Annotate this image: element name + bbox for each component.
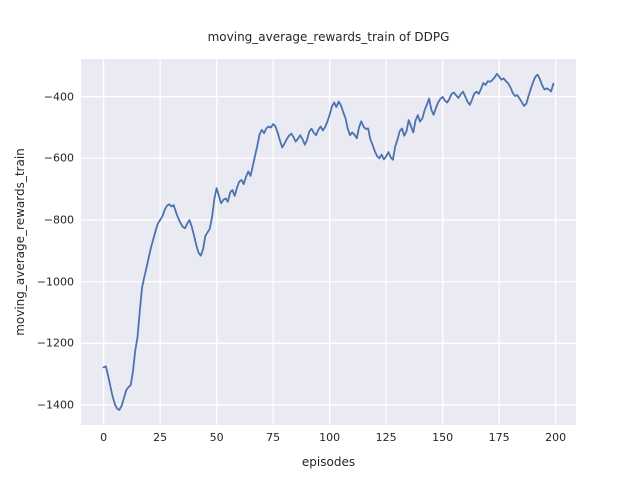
y-tick-label: −1000 bbox=[36, 275, 74, 289]
y-tick-label: −400 bbox=[43, 90, 74, 104]
y-tick-label: −600 bbox=[43, 151, 74, 165]
y-tick-label: −1200 bbox=[36, 336, 74, 350]
plot-canvas bbox=[81, 59, 576, 425]
x-tick-label: 50 bbox=[209, 431, 224, 444]
x-tick-label: 0 bbox=[100, 431, 108, 444]
x-tick-label: 175 bbox=[488, 431, 510, 444]
x-tick-label: 100 bbox=[319, 431, 341, 444]
x-tick-label: 25 bbox=[153, 431, 168, 444]
chart-title: moving_average_rewards_train of DDPG bbox=[207, 30, 450, 44]
plot-area bbox=[81, 59, 576, 425]
x-axis-label: episodes bbox=[301, 455, 356, 469]
x-tick-label: 125 bbox=[375, 431, 397, 444]
x-tick-label: 150 bbox=[432, 431, 454, 444]
line-series bbox=[102, 72, 555, 411]
y-tick-label: −1400 bbox=[36, 398, 74, 412]
y-tick-label: −800 bbox=[43, 213, 74, 227]
x-tick-label: 200 bbox=[545, 431, 567, 444]
x-tick-label: 75 bbox=[266, 431, 281, 444]
y-axis-label: moving_average_rewards_train bbox=[13, 148, 27, 336]
